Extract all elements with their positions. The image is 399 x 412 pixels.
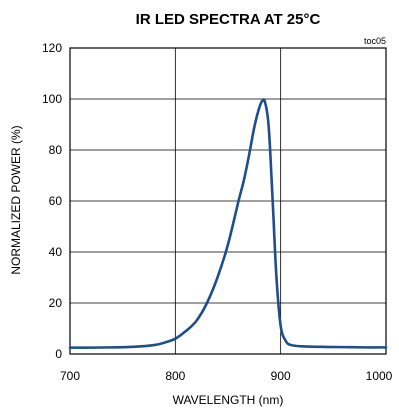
y-tick-labels: 0 20 40 60 80 100 120 — [42, 41, 62, 361]
chart-title: IR LED SPECTRA AT 25°C — [136, 11, 321, 28]
plot-frame — [69, 47, 387, 355]
y-tick-label: 0 — [55, 347, 62, 361]
x-tick-label: 700 — [60, 369, 80, 383]
x-tick-label: 900 — [271, 369, 291, 383]
x-tick-label: 1000 — [366, 369, 393, 383]
figure-tag: toc05 — [364, 36, 386, 46]
x-tick-label: 800 — [165, 369, 185, 383]
x-axis-label: WAVELENGTH (nm) — [173, 393, 284, 407]
y-tick-label: 100 — [42, 92, 62, 106]
x-tick-labels: 700 800 900 1000 — [60, 369, 393, 383]
y-tick-label: 20 — [49, 296, 63, 310]
y-tick-label: 60 — [49, 194, 63, 208]
y-axis-label: NORMALIZED POWER (%) — [9, 125, 23, 274]
y-tick-label: 40 — [49, 245, 63, 259]
y-tick-label: 80 — [49, 143, 63, 157]
grid-lines — [70, 48, 386, 354]
spectrum-series-line — [68, 98, 388, 349]
y-tick-label: 120 — [42, 41, 62, 55]
